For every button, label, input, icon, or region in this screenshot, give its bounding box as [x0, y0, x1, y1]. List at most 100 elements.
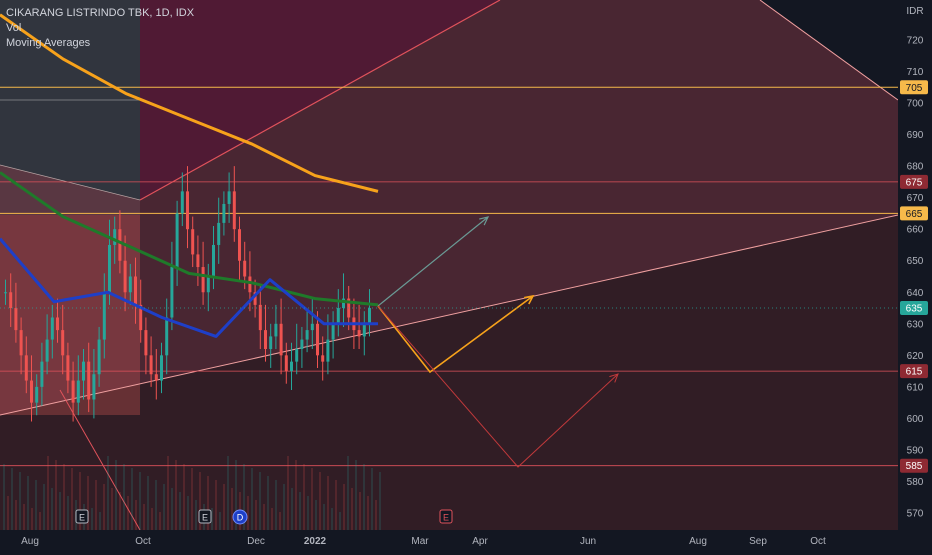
volume-bar: [283, 484, 285, 530]
chart-legend: CIKARANG LISTRINDO TBK, 1D, IDX Vol Movi…: [6, 6, 194, 51]
candle-body: [357, 330, 361, 337]
volume-bar: [183, 464, 185, 530]
y-tick-label: 680: [907, 162, 924, 173]
volume-bar: [319, 472, 321, 530]
x-tick-label: Oct: [135, 536, 151, 547]
candle-body: [128, 276, 132, 293]
volume-bar: [167, 456, 169, 530]
ma-fast-line: [0, 237, 378, 338]
projection-orange-path-head: [524, 294, 535, 305]
projection-red-path: [377, 305, 619, 468]
candle-body: [149, 355, 153, 375]
volume-bar: [279, 512, 281, 530]
volume-bar: [235, 460, 237, 530]
volume-bar: [143, 504, 145, 530]
event-marker-label: E: [202, 513, 208, 523]
y-tick-label: 590: [907, 445, 924, 456]
price-badge: [900, 206, 928, 221]
volume-bar: [347, 456, 349, 530]
x-tick-label: Jun: [580, 536, 596, 547]
candle-body: [154, 374, 158, 381]
candle-body: [212, 244, 215, 277]
y-tick-label: 700: [907, 99, 924, 110]
moving-averages-legend[interactable]: Moving Averages: [6, 37, 91, 49]
candle-body: [50, 317, 54, 340]
volume-bar: [191, 468, 193, 530]
volume-bar: [187, 496, 189, 530]
volume-bar: [107, 456, 109, 530]
volume-legend[interactable]: Vol: [6, 22, 22, 34]
time-axis-bg[interactable]: [0, 530, 932, 550]
volume-bar: [95, 480, 97, 530]
volume-bar: [123, 464, 125, 530]
candle-body: [269, 336, 273, 350]
candle-body: [66, 355, 70, 381]
volume-bar: [323, 504, 325, 530]
candle-body: [300, 339, 304, 350]
dividend-marker[interactable]: [232, 509, 248, 525]
candle-body: [87, 361, 91, 400]
volume-bar: [259, 472, 261, 530]
event-marker-label: E: [79, 513, 85, 523]
candle-body: [102, 292, 106, 340]
price-badge: [900, 174, 928, 189]
candle-body: [144, 330, 148, 356]
candle-body: [9, 292, 13, 309]
candle-body: [113, 229, 117, 245]
volume-bar: [135, 500, 137, 530]
candle-body: [82, 361, 85, 381]
y-tick-label: 660: [907, 225, 924, 236]
candle-body: [310, 323, 314, 331]
volume-bar: [339, 512, 341, 530]
volume-bar: [303, 464, 305, 530]
volume-bar: [295, 460, 297, 530]
volume-bar: [11, 468, 13, 530]
y-tick-label: 600: [907, 414, 924, 425]
volume-bar: [155, 480, 157, 530]
volume-bar: [51, 488, 53, 530]
currency-label: IDR: [906, 6, 923, 17]
event-marker-label: E: [443, 513, 449, 523]
volume-bar: [47, 456, 49, 530]
candle-body: [24, 355, 28, 381]
volume-bar: [175, 460, 177, 530]
volume-bar: [79, 472, 81, 530]
volume-bar: [275, 480, 277, 530]
candle-body: [217, 222, 221, 245]
x-tick-label: Oct: [810, 536, 826, 547]
price-badge: [900, 458, 928, 473]
earnings-marker[interactable]: [75, 509, 89, 524]
price-badge-label: 665: [906, 209, 923, 220]
volume-bar: [315, 500, 317, 530]
volume-bar: [271, 508, 273, 530]
candle-body: [186, 191, 189, 230]
x-tick-label: Aug: [21, 536, 39, 547]
symbol-title[interactable]: CIKARANG LISTRINDO TBK, 1D, IDX: [6, 7, 195, 19]
candle-body: [258, 304, 262, 331]
volume-bar: [243, 464, 245, 530]
candle-body: [160, 355, 163, 381]
price-badge: [900, 364, 928, 379]
candle-body: [227, 191, 231, 204]
candle-body: [175, 213, 179, 268]
volume-bar: [35, 480, 37, 530]
volume-bar: [55, 460, 57, 530]
y-tick-label: 720: [907, 36, 924, 47]
volume-bar: [19, 472, 21, 530]
y-tick-label: 570: [907, 509, 924, 520]
volume-bar: [111, 488, 113, 530]
earnings-marker[interactable]: [198, 509, 212, 524]
candle-body: [243, 260, 247, 277]
volume-bar: [147, 476, 149, 530]
x-tick-label: Mar: [411, 536, 429, 547]
y-tick-label: 630: [907, 319, 924, 330]
candle-body: [56, 317, 59, 331]
volume-bar: [223, 484, 225, 530]
projection-red-path-head: [609, 373, 619, 383]
x-tick-label: Dec: [247, 536, 265, 547]
volume-bar: [63, 464, 65, 530]
earnings-marker[interactable]: [439, 509, 453, 524]
y-tick-label: 650: [907, 256, 924, 267]
